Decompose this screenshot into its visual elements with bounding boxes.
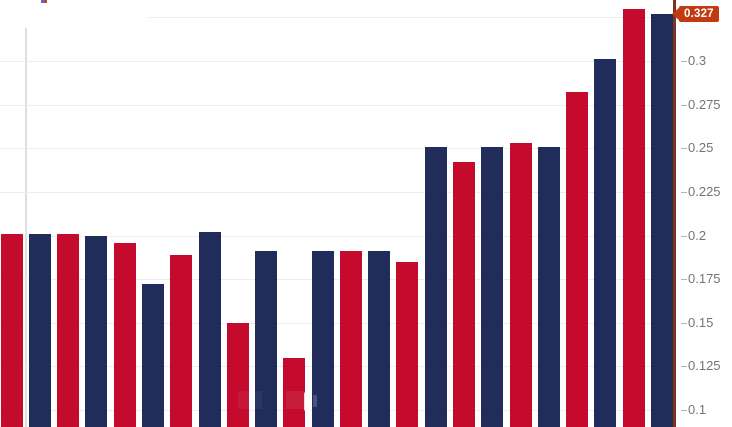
- y-axis-label: 0.15: [688, 314, 714, 330]
- y-axis-tick: [681, 410, 687, 411]
- y-axis-tick: [681, 61, 687, 62]
- y-axis-tick: [681, 279, 687, 281]
- watermark: [238, 391, 262, 409]
- gridline: [0, 148, 676, 150]
- top-left-overlay: [0, 0, 148, 28]
- badge-arrow-icon: [672, 6, 680, 21]
- gridline: [0, 17, 676, 19]
- gridline: [0, 366, 676, 368]
- bar-3[interactable]: [57, 233, 80, 427]
- watermark: [313, 395, 317, 407]
- gridline: [0, 279, 676, 281]
- bar-14[interactable]: [368, 251, 391, 427]
- y-axis-tick: [681, 191, 687, 193]
- gridline: [0, 104, 676, 106]
- bar-12[interactable]: [311, 251, 334, 427]
- bar-13[interactable]: [339, 251, 362, 427]
- y-axis-label: 0.2: [688, 227, 707, 243]
- y-axis-label: 0.25: [688, 140, 714, 156]
- bar-6[interactable]: [141, 284, 164, 427]
- bar-1[interactable]: [0, 233, 23, 427]
- y-axis-label: 0.225: [688, 183, 721, 199]
- gridline: [0, 61, 676, 62]
- bar-11[interactable]: [283, 357, 306, 427]
- bar-20[interactable]: [537, 146, 560, 427]
- badge-label: 0.327: [679, 5, 719, 22]
- y-axis-tick: [681, 322, 687, 324]
- bar-10[interactable]: [255, 251, 277, 427]
- y-axis-tick: [681, 104, 687, 106]
- watermark: [304, 392, 311, 411]
- gridline: [0, 191, 676, 193]
- bar-7[interactable]: [170, 254, 193, 427]
- bar-5[interactable]: [113, 242, 136, 427]
- y-axis-label: 0.175: [688, 271, 721, 287]
- bar-23[interactable]: [622, 8, 645, 427]
- y-axis-tick: [681, 148, 687, 150]
- gridline: [0, 322, 676, 324]
- y-axis-tick: [681, 235, 687, 237]
- gridline: [0, 410, 676, 411]
- bar-8[interactable]: [198, 232, 221, 427]
- bar-4[interactable]: [85, 235, 108, 427]
- cropped-logo-icon: [41, 0, 44, 3]
- cropped-logo-icon: [44, 0, 47, 3]
- bar-9[interactable]: [226, 322, 249, 427]
- bar-21[interactable]: [566, 92, 589, 427]
- y-axis-label: 0.1: [688, 402, 707, 417]
- bar-17[interactable]: [453, 162, 475, 427]
- watermark: [286, 391, 304, 409]
- bar-24[interactable]: [650, 13, 673, 427]
- bar-22[interactable]: [594, 59, 617, 427]
- y-axis-tick: [681, 366, 687, 368]
- bar-15[interactable]: [396, 261, 419, 427]
- gridline: [0, 235, 676, 237]
- y-axis-label: 0.125: [688, 358, 721, 374]
- last-value-badge: 0.327: [672, 5, 719, 22]
- bar-16[interactable]: [424, 146, 447, 427]
- y-axis[interactable]: 0.3 0.275 0.25 0.225 0.2 0.175 0.15 0.125 0.1: [676, 0, 732, 427]
- y-axis-label: 0.275: [688, 96, 721, 112]
- bar-18[interactable]: [481, 146, 504, 427]
- vertical-gridline: [25, 17, 27, 427]
- y-axis-label: 0.3: [688, 53, 707, 68]
- bar-19[interactable]: [509, 143, 532, 427]
- bar-2[interactable]: [28, 233, 51, 427]
- plot-area[interactable]: [0, 0, 676, 427]
